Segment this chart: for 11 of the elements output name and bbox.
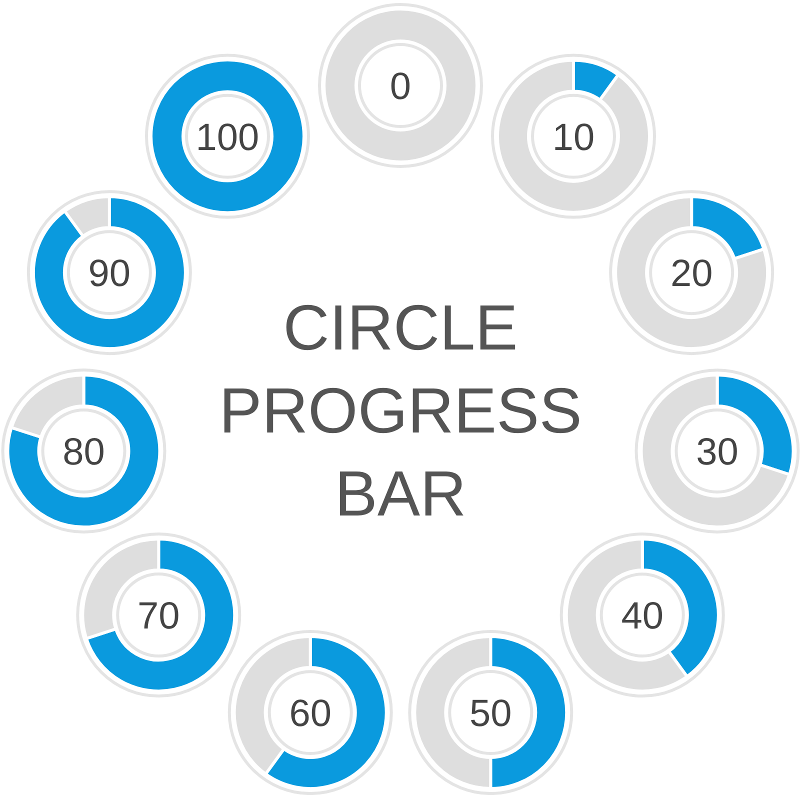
text: 10 [552, 116, 595, 159]
text: 80 [62, 432, 105, 474]
text: 70 [138, 596, 180, 638]
text: 20 [670, 253, 713, 296]
text: 30 [696, 432, 738, 474]
text: 60 [289, 693, 332, 736]
text: 50 [470, 693, 512, 736]
text: 90 [88, 253, 131, 296]
text: CIRCLE PROGRESS BAR [219, 292, 582, 530]
text: 100 [196, 116, 260, 159]
text: 40 [621, 596, 664, 638]
